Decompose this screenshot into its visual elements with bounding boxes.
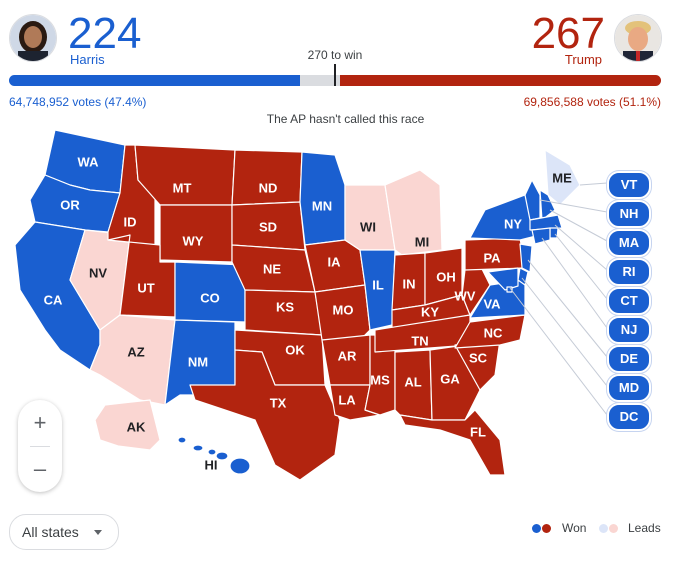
label-mo: MO — [333, 303, 354, 318]
label-id: ID — [124, 215, 137, 230]
label-tn: TN — [411, 334, 428, 349]
pill-dc[interactable]: DC — [607, 403, 651, 431]
label-al: AL — [404, 375, 421, 390]
state-de[interactable] — [517, 267, 529, 286]
us-election-map: WA OR CA NV ID MT WY UT CO AZ NM ND SD N… — [14, 130, 608, 480]
state-nh[interactable] — [539, 189, 556, 221]
label-ak: AK — [127, 420, 146, 435]
states-filter-dropdown[interactable]: All states — [9, 514, 119, 550]
state-md[interactable] — [487, 267, 519, 291]
label-ky: KY — [421, 305, 439, 320]
label-sc: SC — [469, 351, 488, 366]
zoom-out-button[interactable]: – — [33, 456, 47, 481]
label-sd: SD — [259, 220, 277, 235]
state-me[interactable] — [544, 149, 581, 206]
trump-name: Trump — [564, 52, 602, 67]
legend-rep-won-dot — [542, 524, 551, 533]
zoom-in-button[interactable]: + — [33, 410, 47, 435]
label-ut: UT — [137, 281, 154, 296]
state-vt[interactable] — [524, 179, 541, 221]
harris-electoral-votes: 224 — [68, 9, 142, 58]
label-ms: MS — [370, 373, 390, 388]
zoom-divider — [30, 446, 50, 447]
label-ca: CA — [44, 293, 63, 308]
harris-name: Harris — [70, 52, 105, 67]
label-ne: NE — [263, 262, 281, 277]
state-tx[interactable] — [189, 349, 341, 480]
legend-rep-leads-dot — [609, 524, 618, 533]
legend-leads-label: Leads — [628, 521, 661, 535]
state-ma[interactable] — [529, 214, 563, 231]
label-nv: NV — [89, 266, 107, 281]
legend-dem-won-dot — [532, 524, 541, 533]
pill-vt[interactable]: VT — [607, 171, 651, 199]
rep-progress-fill — [340, 75, 661, 86]
state-nd[interactable] — [231, 149, 303, 206]
label-va: VA — [483, 297, 501, 312]
label-wv: WV — [455, 289, 476, 304]
pill-ri[interactable]: RI — [607, 258, 651, 286]
label-ny: NY — [504, 217, 522, 232]
label-la: LA — [338, 393, 356, 408]
label-ar: AR — [338, 349, 357, 364]
label-ok: OK — [285, 343, 305, 358]
zoom-control: + – — [18, 400, 62, 492]
label-ks: KS — [276, 300, 294, 315]
harris-popular-vote: 64,748,952 votes (47.4%) — [9, 95, 147, 109]
state-il[interactable] — [359, 249, 396, 331]
pill-nj[interactable]: NJ — [607, 316, 651, 344]
trump-electoral-votes: 267 — [531, 9, 605, 58]
label-mt: MT — [173, 181, 192, 196]
label-il: IL — [372, 278, 384, 293]
label-in: IN — [403, 277, 416, 292]
dem-progress-fill — [9, 75, 300, 86]
chevron-down-icon — [94, 530, 102, 535]
label-oh: OH — [436, 270, 456, 285]
label-fl: FL — [470, 425, 486, 440]
state-az[interactable] — [89, 314, 176, 406]
state-nc[interactable] — [454, 314, 526, 349]
legend-won-label: Won — [562, 521, 587, 535]
pill-nh[interactable]: NH — [607, 200, 651, 228]
pill-ct[interactable]: CT — [607, 287, 651, 315]
label-wa: WA — [78, 155, 100, 170]
state-mi[interactable] — [384, 169, 443, 256]
states-filter-label: All states — [22, 524, 79, 540]
label-or: OR — [60, 198, 80, 213]
state-ak[interactable] — [94, 399, 161, 451]
ap-status: The AP hasn't called this race — [266, 112, 425, 126]
harris-avatar — [9, 14, 57, 62]
label-mn: MN — [312, 199, 332, 214]
label-ga: GA — [440, 372, 460, 387]
label-me: ME — [552, 171, 572, 186]
label-nc: NC — [484, 326, 503, 341]
trump-avatar — [614, 14, 662, 62]
label-ia: IA — [328, 255, 342, 270]
state-hi[interactable] — [177, 436, 251, 475]
state-fl[interactable] — [399, 409, 506, 476]
label-nm: NM — [188, 355, 208, 370]
win-threshold-marker — [334, 64, 336, 86]
label-mi: MI — [415, 235, 429, 250]
trump-popular-vote: 69,856,588 votes (51.1%) — [523, 95, 661, 109]
small-state-leader-lines — [509, 182, 608, 416]
label-co: CO — [200, 291, 220, 306]
state-nj[interactable] — [519, 243, 533, 273]
label-wi: WI — [360, 220, 376, 235]
pill-de[interactable]: DE — [607, 345, 651, 373]
state-wv[interactable] — [461, 264, 491, 316]
label-az: AZ — [127, 345, 144, 360]
win-threshold-label: 270 to win — [307, 48, 363, 62]
state-ct[interactable] — [531, 227, 551, 245]
pill-ma[interactable]: MA — [607, 229, 651, 257]
pill-md[interactable]: MD — [607, 374, 651, 402]
label-wy: WY — [183, 234, 204, 249]
label-hi: HI — [205, 458, 218, 473]
label-pa: PA — [483, 251, 501, 266]
legend-dem-leads-dot — [599, 524, 608, 533]
label-nd: ND — [259, 181, 278, 196]
label-tx: TX — [270, 396, 287, 411]
